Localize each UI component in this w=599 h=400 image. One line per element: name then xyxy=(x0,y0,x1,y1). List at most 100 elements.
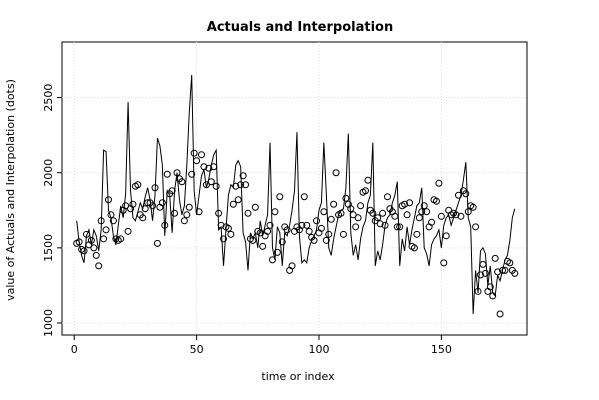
point xyxy=(481,269,489,277)
point xyxy=(337,209,345,217)
point xyxy=(354,214,362,222)
point xyxy=(435,179,443,187)
point xyxy=(217,221,225,229)
point xyxy=(100,235,108,243)
point xyxy=(163,170,171,178)
point xyxy=(171,209,179,217)
point xyxy=(141,205,149,213)
point xyxy=(403,211,411,219)
point xyxy=(239,172,247,180)
point xyxy=(442,232,450,240)
point xyxy=(266,221,274,229)
point xyxy=(124,227,132,235)
point xyxy=(205,164,213,172)
point xyxy=(82,230,90,238)
point xyxy=(153,239,161,247)
point xyxy=(310,236,318,244)
point xyxy=(506,259,514,267)
point xyxy=(464,208,472,216)
point xyxy=(489,292,497,300)
point xyxy=(303,221,311,229)
point xyxy=(151,184,159,192)
point xyxy=(376,220,384,228)
x-tick-label: 100 xyxy=(308,343,329,356)
point xyxy=(339,230,347,238)
point xyxy=(234,196,242,204)
point xyxy=(80,247,88,255)
point xyxy=(244,209,252,217)
point xyxy=(320,208,328,216)
point xyxy=(144,199,152,207)
point xyxy=(452,211,460,219)
point xyxy=(278,238,286,246)
point xyxy=(139,214,147,222)
point xyxy=(75,238,83,246)
point xyxy=(107,211,115,219)
point xyxy=(288,262,296,270)
point xyxy=(264,227,272,235)
point xyxy=(454,191,462,199)
point xyxy=(472,223,480,231)
point xyxy=(322,236,330,244)
point xyxy=(423,208,431,216)
point xyxy=(149,202,157,210)
point xyxy=(364,176,372,184)
point xyxy=(330,200,338,208)
point xyxy=(313,217,321,225)
point xyxy=(420,202,428,210)
point xyxy=(496,310,504,318)
point xyxy=(158,199,166,207)
point xyxy=(379,209,387,217)
x-tick-label: 150 xyxy=(431,343,452,356)
point xyxy=(161,221,169,229)
point xyxy=(185,203,193,211)
point xyxy=(105,196,112,204)
y-tick-label: 1000 xyxy=(42,309,55,337)
point xyxy=(332,169,340,177)
point xyxy=(410,244,418,252)
point xyxy=(92,251,100,259)
point xyxy=(511,269,519,277)
point xyxy=(198,151,205,159)
point xyxy=(469,203,477,211)
point xyxy=(384,193,391,201)
y-tick-label: 2000 xyxy=(42,159,55,187)
point xyxy=(325,230,333,238)
point xyxy=(202,181,210,189)
point xyxy=(249,236,257,244)
point xyxy=(418,208,426,216)
point xyxy=(90,244,98,252)
point xyxy=(499,266,507,274)
point xyxy=(327,215,335,223)
point xyxy=(396,223,404,231)
line xyxy=(76,75,516,314)
point xyxy=(220,235,228,243)
point xyxy=(477,271,484,279)
point xyxy=(305,227,313,235)
point xyxy=(406,199,414,207)
point xyxy=(227,230,235,238)
point xyxy=(298,221,306,229)
point xyxy=(212,182,220,190)
point xyxy=(491,254,499,262)
point xyxy=(432,197,440,205)
x-axis-label: time or index xyxy=(261,370,335,383)
plot-frame xyxy=(61,41,528,336)
point xyxy=(486,283,494,291)
point xyxy=(251,203,259,211)
point xyxy=(95,262,103,270)
point xyxy=(268,256,276,264)
point xyxy=(501,266,509,274)
point xyxy=(342,194,350,202)
point xyxy=(168,187,176,195)
x-tick-label: 50 xyxy=(190,343,204,356)
point xyxy=(271,208,279,216)
point xyxy=(188,170,196,178)
point xyxy=(195,208,203,216)
point xyxy=(129,200,137,208)
point xyxy=(259,242,267,250)
point xyxy=(173,169,181,177)
point xyxy=(122,202,130,210)
point xyxy=(374,214,382,222)
